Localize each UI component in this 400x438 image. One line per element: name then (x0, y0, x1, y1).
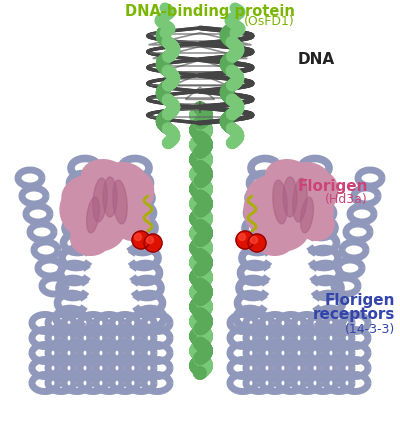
Ellipse shape (70, 173, 146, 237)
Text: (Hd3a): (Hd3a) (325, 193, 368, 206)
Ellipse shape (254, 208, 310, 252)
Ellipse shape (273, 180, 287, 224)
Text: (14-3-3): (14-3-3) (345, 322, 395, 335)
Ellipse shape (319, 184, 330, 197)
Ellipse shape (283, 177, 297, 218)
Circle shape (236, 231, 254, 249)
Ellipse shape (254, 224, 294, 256)
Ellipse shape (299, 209, 335, 241)
Ellipse shape (86, 198, 100, 233)
Ellipse shape (290, 191, 334, 230)
Ellipse shape (61, 175, 111, 216)
Circle shape (248, 234, 266, 252)
Ellipse shape (245, 175, 295, 216)
Circle shape (146, 237, 154, 244)
Ellipse shape (108, 230, 122, 240)
Ellipse shape (135, 184, 146, 197)
Text: Florigen: Florigen (324, 293, 395, 308)
Text: Florigen: Florigen (298, 179, 368, 194)
Ellipse shape (65, 198, 75, 212)
Circle shape (250, 237, 258, 244)
Ellipse shape (261, 223, 274, 234)
Ellipse shape (300, 198, 314, 233)
Ellipse shape (265, 159, 309, 191)
Text: DNA-binding protein: DNA-binding protein (125, 4, 295, 19)
Ellipse shape (93, 179, 107, 223)
Ellipse shape (283, 162, 331, 198)
Text: receptors: receptors (313, 307, 395, 322)
Ellipse shape (243, 189, 285, 238)
Ellipse shape (106, 191, 150, 230)
Ellipse shape (99, 162, 147, 198)
Ellipse shape (302, 172, 338, 215)
Ellipse shape (292, 230, 306, 240)
Ellipse shape (115, 209, 151, 241)
Ellipse shape (135, 214, 146, 227)
Circle shape (238, 234, 246, 241)
Ellipse shape (292, 171, 306, 181)
Ellipse shape (77, 177, 90, 188)
Ellipse shape (293, 179, 307, 223)
Ellipse shape (118, 172, 154, 215)
Ellipse shape (254, 173, 330, 237)
Ellipse shape (113, 180, 127, 224)
Ellipse shape (108, 171, 122, 181)
Ellipse shape (249, 198, 259, 212)
Ellipse shape (103, 177, 117, 218)
Ellipse shape (81, 159, 125, 191)
Circle shape (144, 234, 162, 252)
Circle shape (134, 234, 142, 241)
Ellipse shape (70, 224, 110, 256)
Ellipse shape (70, 208, 126, 252)
Ellipse shape (261, 177, 274, 188)
Circle shape (132, 231, 150, 249)
Ellipse shape (319, 214, 330, 227)
Text: DNA: DNA (298, 51, 335, 66)
Text: (OsFD1): (OsFD1) (244, 15, 295, 28)
Ellipse shape (77, 223, 90, 234)
Ellipse shape (59, 189, 101, 238)
